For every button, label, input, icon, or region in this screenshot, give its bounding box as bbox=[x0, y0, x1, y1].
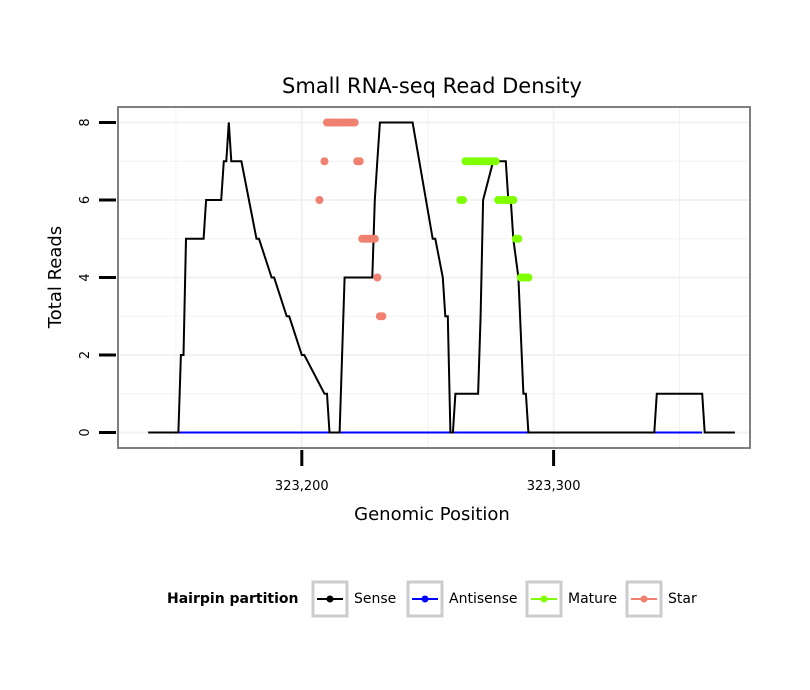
legend-item-star: Star bbox=[625, 580, 697, 618]
x-axis-title: Genomic Position bbox=[354, 504, 510, 525]
panel-grid bbox=[118, 107, 750, 448]
y-axis-title: Total Reads bbox=[45, 226, 66, 329]
legend-item-sense: Sense bbox=[311, 580, 396, 618]
y-tick-label: 2 bbox=[78, 351, 93, 359]
y-tick-label: 4 bbox=[78, 273, 93, 281]
point-mature bbox=[458, 196, 467, 204]
point-star bbox=[320, 157, 329, 166]
point-mature bbox=[524, 273, 533, 282]
y-tick-label: 0 bbox=[78, 428, 93, 436]
legend-key-dot bbox=[540, 595, 548, 603]
legend: Hairpin partition Sense Antisense Mature… bbox=[167, 580, 697, 618]
series-layer bbox=[148, 118, 735, 434]
legend-label-star: Star bbox=[668, 591, 697, 607]
legend-label-mature: Mature bbox=[568, 591, 617, 607]
point-mature bbox=[514, 234, 523, 243]
point-mature bbox=[491, 157, 500, 166]
y-tick-label: 8 bbox=[78, 118, 93, 126]
point-star bbox=[350, 118, 359, 127]
legend-key-dot bbox=[640, 595, 648, 603]
legend-label-sense: Sense bbox=[354, 591, 396, 607]
legend-item-mature: Mature bbox=[525, 580, 617, 618]
series-line-sense bbox=[148, 121, 735, 434]
legend-label-antisense: Antisense bbox=[449, 591, 518, 607]
legend-key-dot bbox=[421, 595, 429, 603]
point-mature bbox=[509, 196, 518, 204]
point-star bbox=[378, 312, 387, 321]
x-tick-label: 323,200 bbox=[275, 479, 329, 494]
point-star bbox=[373, 273, 382, 282]
panel-border bbox=[117, 106, 751, 449]
point-star bbox=[355, 157, 364, 166]
x-tick-label: 323,300 bbox=[527, 479, 581, 494]
axis-layer: 0 2 4 6 8 323,200 323,300 bbox=[78, 118, 580, 494]
legend-title: Hairpin partition bbox=[167, 591, 298, 607]
point-star bbox=[315, 196, 324, 204]
point-star bbox=[370, 234, 379, 243]
legend-item-antisense: Antisense bbox=[406, 580, 518, 618]
chart-title: Small RNA-seq Read Density bbox=[282, 74, 582, 98]
legend-key-dot bbox=[326, 595, 334, 603]
y-tick-label: 6 bbox=[78, 196, 93, 204]
